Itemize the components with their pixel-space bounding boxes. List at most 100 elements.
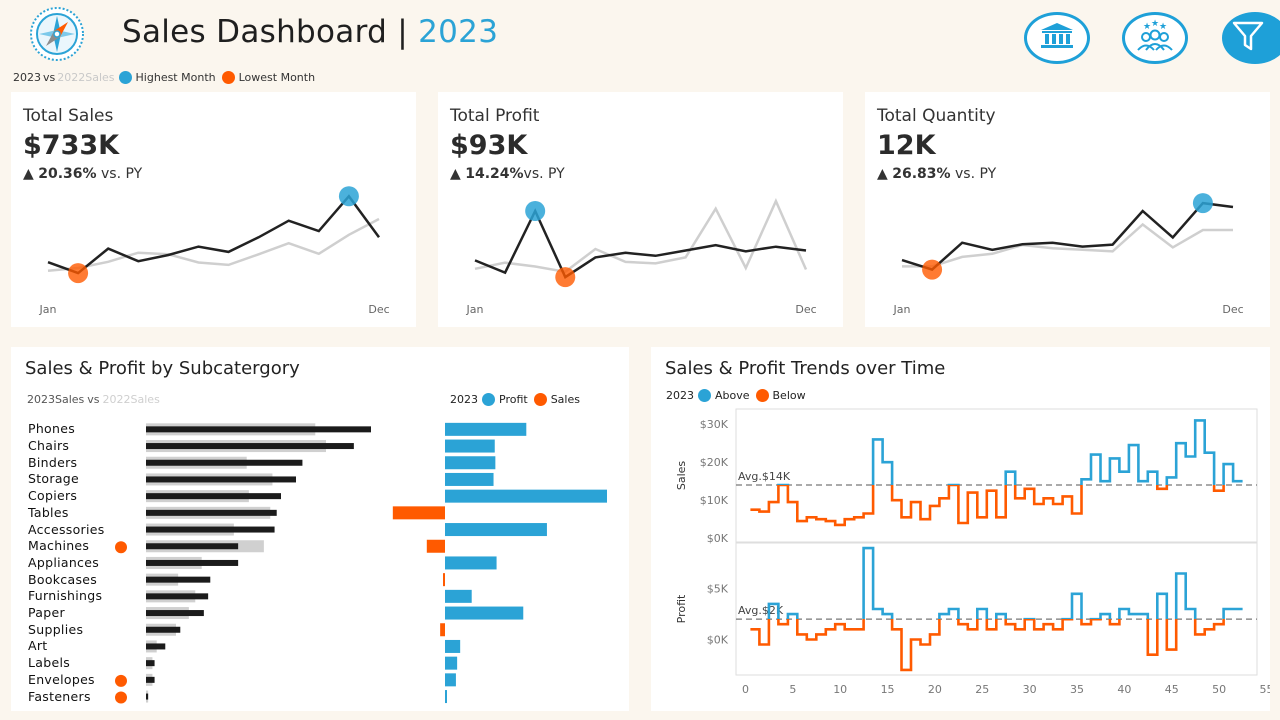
profit-bar <box>445 472 494 486</box>
sales-2023-bar <box>146 526 275 533</box>
sales-2023-bar <box>146 426 371 433</box>
sales-2023-bar <box>146 459 303 466</box>
category-label: Accessories <box>28 521 105 537</box>
kpi-delta: ▲ 20.36% vs. PY <box>23 166 142 182</box>
x-tick-label: 15 <box>881 683 895 696</box>
trends-title: Sales & Profit Trends over Time <box>665 358 946 379</box>
customers-icon: ★ ★ ★ <box>1135 18 1175 58</box>
kpi-delta: ▲ 26.83% vs. PY <box>877 166 996 182</box>
x-tick-label: 20 <box>928 683 942 696</box>
category-label: Tables <box>28 504 69 520</box>
profit-bar <box>445 589 472 603</box>
plot-frame <box>735 408 1258 543</box>
legend-sales: Sales <box>550 393 580 406</box>
y-tick-label: $0K <box>707 633 729 646</box>
kpi-sparkline-quantity: Jan Dec <box>893 193 1244 316</box>
x-tick-label: 45 <box>1165 683 1179 696</box>
profit-bar <box>445 489 607 503</box>
category-label: Art <box>28 638 48 654</box>
up-arrow-icon: ▲ <box>877 166 888 182</box>
profit-bar <box>445 439 495 453</box>
profit-bar <box>426 539 445 553</box>
customers-button[interactable]: ★ ★ ★ <box>1122 12 1188 64</box>
up-arrow-icon: ▲ <box>450 166 461 182</box>
category-label: Storage <box>28 471 80 487</box>
low-flag-marker <box>115 691 127 704</box>
kpi-value: $733K <box>23 130 120 161</box>
subcategory-chart <box>115 422 607 704</box>
legend-prev: 2022 <box>102 393 131 406</box>
legend-vs: vs <box>43 71 56 84</box>
category-label: Machines <box>28 538 90 554</box>
below-legend-dot <box>755 389 769 402</box>
subcategory-right-legend: 2023 Profit Sales <box>450 393 580 406</box>
y-tick-label: $5K <box>707 583 729 596</box>
legend-vs: vs <box>87 393 100 406</box>
sales-2023-bar <box>146 543 239 550</box>
current-year-line <box>474 208 807 279</box>
lowest-month-marker <box>555 267 576 288</box>
category-label: Furnishings <box>28 588 103 604</box>
profit-bar <box>445 456 496 470</box>
trends-chart: $0K $10K $20K $30K Sales Avg.$14K $0K $5K Profit… <box>675 408 1270 696</box>
kpi-card-profit: Jan Dec Total Profit $93K ▲ 14.24%vs. PY <box>438 92 843 327</box>
legend-lowest: Lowest Month <box>238 71 316 84</box>
kpi-sparkline-sales: Jan Dec <box>39 186 390 316</box>
highest-month-dot <box>118 71 132 84</box>
previous-year-line <box>474 198 808 274</box>
category-label: Chairs <box>28 438 70 454</box>
average-label: Avg.$2K <box>738 604 784 617</box>
legend-previous-year: 2022 <box>57 71 86 84</box>
sales-2023-bar <box>146 626 181 633</box>
kpi-delta-pct: 14.24% <box>465 166 524 182</box>
sales-2023-bar <box>146 576 211 583</box>
svg-text:★: ★ <box>1159 22 1167 32</box>
kpi-card-sales: Jan Dec Total Sales $733K ▲ 20.36% vs. PY <box>11 92 416 327</box>
category-label: Fasteners <box>28 688 91 704</box>
legend-above: Above <box>715 389 750 402</box>
kpi-title: Total Quantity <box>877 106 996 126</box>
bank-button[interactable] <box>1024 12 1090 64</box>
kpi-delta-vs: vs. PY <box>523 166 565 182</box>
profit-bar <box>445 639 461 653</box>
profit-bar <box>440 623 445 637</box>
current-year-line <box>901 201 1234 272</box>
x-start-label: Jan <box>39 303 57 316</box>
kpi-title: Total Sales <box>23 106 114 126</box>
svg-text:★: ★ <box>1143 22 1151 32</box>
x-tick-label: 0 <box>742 683 749 696</box>
category-label: Phones <box>28 421 76 437</box>
title-separator: | <box>397 14 408 50</box>
title-text: Sales Dashboard <box>122 14 388 50</box>
bank-icon <box>1039 21 1075 55</box>
filter-button[interactable] <box>1222 12 1280 64</box>
x-start-label: Jan <box>466 303 484 316</box>
kpi-delta-vs: vs. PY <box>955 166 997 182</box>
profit-step-line <box>750 546 1243 672</box>
x-tick-label: 40 <box>1117 683 1131 696</box>
x-tick-label: 35 <box>1070 683 1084 696</box>
profit-bar <box>445 556 497 570</box>
x-tick-label: 10 <box>833 683 847 696</box>
y-tick-label: $0K <box>707 532 729 545</box>
sales-2023-bar <box>146 610 204 617</box>
category-label: Labels <box>28 655 71 671</box>
x-tick-label: 55 <box>1259 683 1270 696</box>
profit-bar <box>443 573 445 587</box>
previous-year-line <box>47 217 380 272</box>
category-label: Copiers <box>28 488 78 504</box>
y-tick-label: $20K <box>700 456 729 469</box>
average-label: Avg.$14K <box>738 470 791 483</box>
legend-current-year: 2023 <box>13 71 41 84</box>
above-legend-dot <box>698 389 711 402</box>
title-year: 2023 <box>418 14 499 50</box>
sales-2023-bar <box>146 476 296 483</box>
kpi-delta-pct: 26.83% <box>892 166 951 182</box>
profit-bar <box>445 656 458 670</box>
x-end-label: Dec <box>795 303 816 316</box>
sales-step-line <box>750 419 1243 527</box>
lowest-month-marker <box>922 259 943 280</box>
trends-card: Sales & Profit Trends over Time 2023 Abo… <box>651 347 1270 711</box>
compass-logo-icon <box>26 6 88 62</box>
profit-bar <box>445 523 547 537</box>
